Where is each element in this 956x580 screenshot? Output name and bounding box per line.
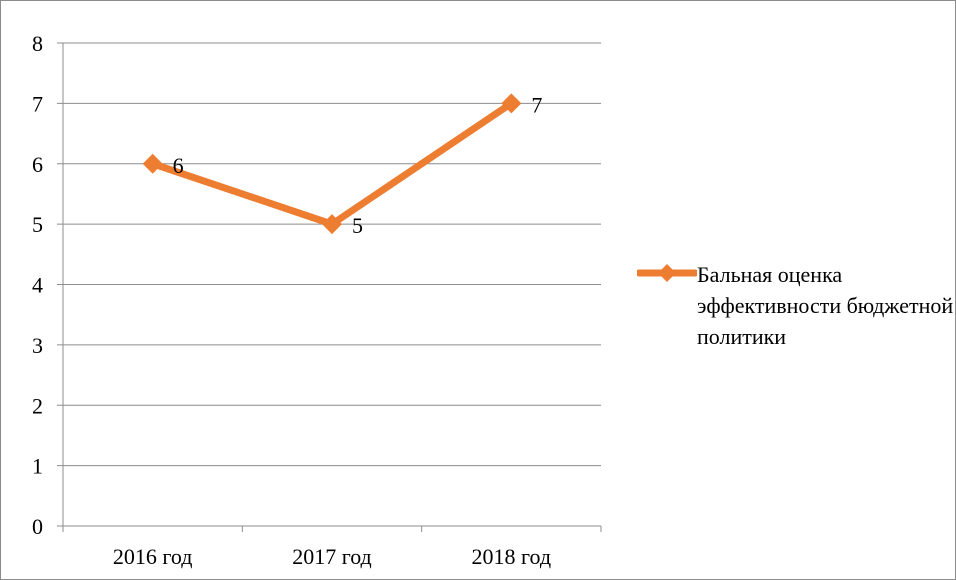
y-tick-label: 6: [32, 152, 43, 177]
legend-label: Бальная оценка эффективности бюджетной п…: [697, 262, 954, 349]
legend-swatch-icon: [637, 264, 697, 282]
y-tick-label: 3: [32, 333, 43, 358]
y-tick-label: 5: [32, 212, 43, 237]
x-tick-label: 2018 год: [472, 544, 552, 569]
y-tick-label: 2: [32, 393, 43, 418]
y-tick-label: 8: [32, 31, 43, 56]
y-tick-label: 0: [32, 514, 43, 539]
y-tick-labels: 0 1 2 3 4 5 6 7 8: [32, 31, 43, 539]
data-point-marker: [142, 153, 163, 174]
series: [142, 93, 522, 235]
x-tick-labels: 2016 год 2017 год 2018 год: [113, 544, 551, 569]
y-tick-label: 1: [32, 454, 43, 479]
data-label: 7: [531, 92, 542, 117]
x-tick-label: 2017 год: [292, 544, 372, 569]
axes: [57, 42, 602, 532]
data-label: 5: [352, 213, 363, 238]
data-label: 6: [173, 153, 184, 178]
y-tick-label: 7: [32, 91, 43, 116]
y-tick-label: 4: [32, 273, 43, 298]
gridlines: [63, 42, 601, 467]
data-point-marker: [501, 93, 522, 114]
data-labels: 6 5 7: [173, 92, 543, 238]
x-tick-label: 2016 год: [113, 544, 193, 569]
data-point-marker: [322, 214, 342, 235]
